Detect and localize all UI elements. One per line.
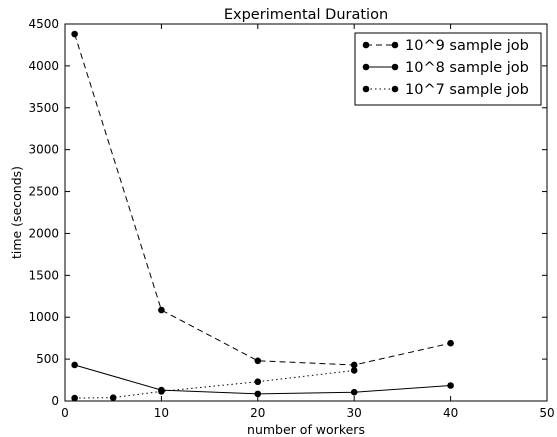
data-point — [71, 361, 78, 369]
data-layer — [71, 30, 454, 402]
y-axis-label: time (seconds) — [9, 166, 24, 259]
data-point — [109, 394, 117, 401]
legend-marker — [362, 85, 370, 93]
series-line — [74, 364, 451, 395]
data-point — [71, 394, 78, 402]
y-tick-label: 1000 — [28, 310, 59, 324]
legend-marker — [362, 63, 370, 71]
y-tick-label: 500 — [36, 352, 59, 366]
x-axis-label: number of workers — [247, 422, 365, 437]
series-line — [74, 33, 451, 366]
y-tick-label: 3000 — [28, 143, 59, 157]
legend-marker — [391, 41, 399, 49]
legend-label: 10^7 sample job — [405, 82, 529, 98]
data-point — [254, 378, 262, 386]
x-tick-label: 30 — [347, 406, 362, 420]
x-tick-label: 50 — [539, 406, 554, 420]
legend-entry: 10^7 sample job — [362, 82, 529, 98]
y-tick-label: 0 — [51, 394, 59, 408]
y-tick-label: 2000 — [28, 226, 59, 240]
data-point — [350, 388, 358, 396]
data-point — [254, 390, 262, 398]
x-tick-label: 40 — [443, 406, 458, 420]
legend-entry: 10^8 sample job — [362, 60, 529, 76]
data-point — [447, 339, 454, 347]
data-point — [71, 30, 78, 38]
series-3 — [71, 367, 358, 402]
legend-marker — [362, 41, 370, 49]
chart-title: Experimental Duration — [224, 7, 388, 23]
y-tick-label: 1500 — [28, 268, 59, 282]
data-point — [350, 367, 358, 374]
legend-label: 10^8 sample job — [405, 60, 529, 76]
legend-marker — [391, 63, 399, 71]
data-point — [447, 382, 454, 389]
x-tick-label: 20 — [250, 406, 265, 420]
axes-layer: 0 10 20 30 40 5005001000150020002500300035004… — [28, 17, 554, 420]
legend-label: 10^9 sample job — [405, 38, 529, 54]
y-tick-label: 4500 — [28, 17, 59, 31]
legend-marker — [391, 85, 399, 93]
y-tick-label: 3500 — [28, 101, 59, 115]
legend: 10^9 sample job 10^8 sample job 10^7 sampl… — [354, 32, 542, 106]
x-tick-label: 10 — [154, 406, 169, 420]
series-line — [74, 369, 355, 399]
data-point — [158, 306, 165, 314]
plot-frame — [64, 23, 548, 402]
x-tick-label: 0 — [61, 406, 69, 420]
data-point — [158, 388, 165, 395]
data-point — [254, 357, 262, 365]
series-2 — [71, 361, 454, 398]
data-point — [350, 361, 358, 369]
y-tick-label: 4000 — [28, 59, 59, 73]
series-1 — [71, 30, 454, 369]
y-tick-label: 2500 — [28, 185, 59, 199]
legend-entry: 10^9 sample job — [362, 38, 529, 54]
